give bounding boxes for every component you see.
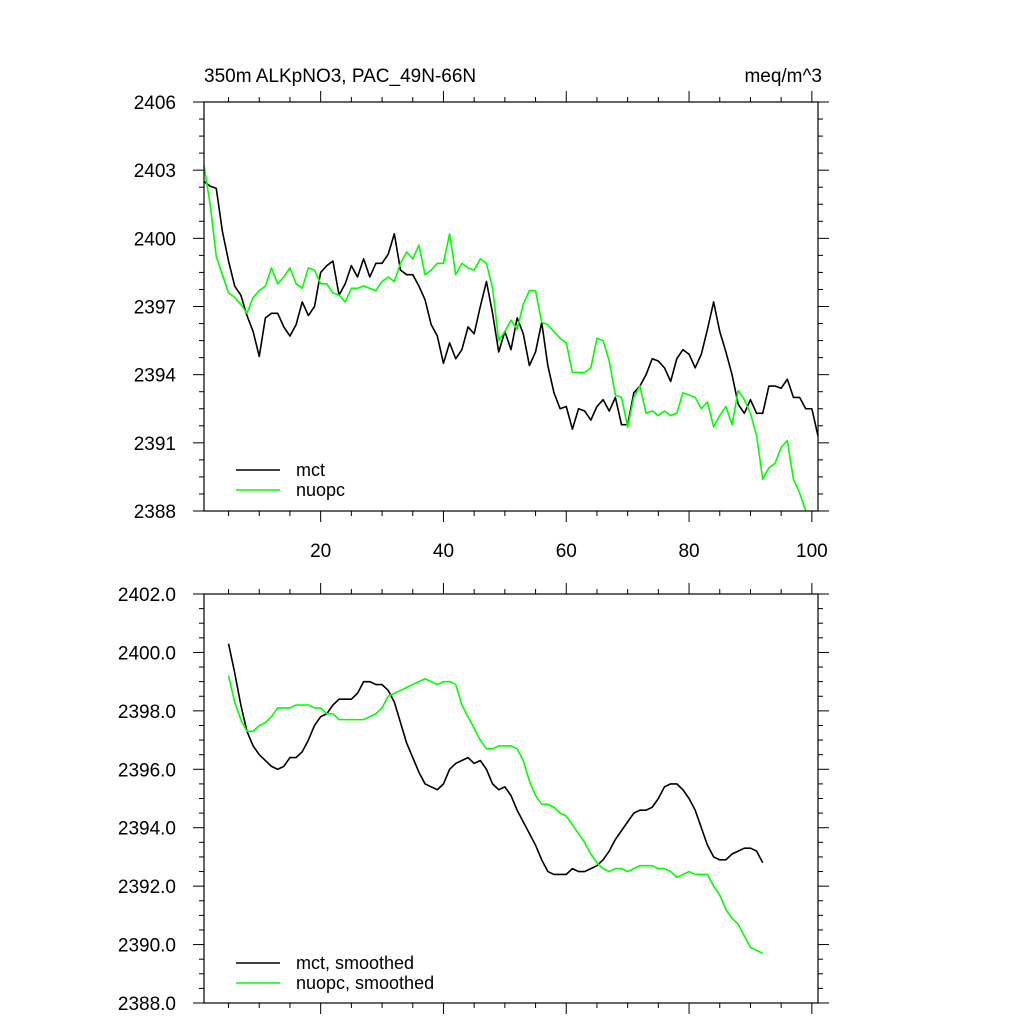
top-chart-title: 350m ALKpNO3, PAC_49N-66N [204,66,476,87]
bottom-chart-series-line-nuopc-smoothed [227,675,764,955]
bottom-chart-ytick-label: 2390.0 [118,936,176,957]
bottom-chart-series-group [227,643,764,955]
top-chart-xtick-label: 20 [310,541,331,562]
top-chart-panel: 350m ALKpNO3, PAC_49N-66N meq/m^3 20 40 60… [134,66,829,562]
bottom-chart-legend: mct, smoothed nuopc, smoothed [236,953,434,993]
top-chart-xtick-label: 40 [433,541,454,562]
legend-label-nuopc-smoothed: nuopc, smoothed [296,973,434,993]
top-chart-series-line-nuopc [203,165,807,512]
legend-label-mct-smoothed: mct, smoothed [296,953,414,973]
top-chart-ytick-label: 2403 [134,161,176,182]
top-chart-ytick-label: 2391 [134,434,176,455]
bottom-chart-series-line-mct-smoothed [227,643,764,876]
top-chart-ytick-label: 2400 [134,229,176,250]
top-chart-ticks: 20 40 60 80 100 2388 2391 2394 2397 2400 2403 2406 [134,91,829,562]
top-chart-xtick-label: 80 [678,541,699,562]
top-chart-ytick-label: 2394 [134,366,177,387]
legend-label-nuopc: nuopc [296,480,345,500]
bottom-chart-ytick-label: 2396.0 [118,760,176,781]
bottom-chart-ytick-label: 2400.0 [118,643,176,664]
top-chart-xtick-label: 100 [796,541,828,562]
bottom-chart-ytick-label: 2398.0 [118,702,176,723]
top-chart-series-group [203,165,819,512]
top-chart-legend: mct nuopc [236,460,345,500]
bottom-chart-plot-frame [203,593,819,1004]
legend-label-mct: mct [296,460,325,480]
top-chart-xtick-label: 60 [556,541,577,562]
bottom-chart-ytick-label: 2392.0 [118,877,176,898]
top-chart-ytick-label: 2397 [134,298,176,319]
top-chart-ytick-label: 2406 [134,93,176,114]
top-chart-series-line-mct [203,180,819,437]
bottom-chart-ytick-label: 2402.0 [118,585,176,606]
top-chart-ytick-label: 2388 [134,502,176,523]
bottom-chart-ytick-label: 2388.0 [118,994,176,1015]
top-chart-units: meq/m^3 [744,66,822,87]
bottom-chart-ytick-label: 2394.0 [118,819,176,840]
top-chart-plot-frame [203,101,819,512]
bottom-chart-ticks: 2388.0 2390.0 2392.0 2394.0 2396.0 2398.0 2400… [118,583,829,1015]
bottom-chart-panel: 2388.0 2390.0 2392.0 2394.0 2396.0 2398.0 2400… [118,583,829,1015]
